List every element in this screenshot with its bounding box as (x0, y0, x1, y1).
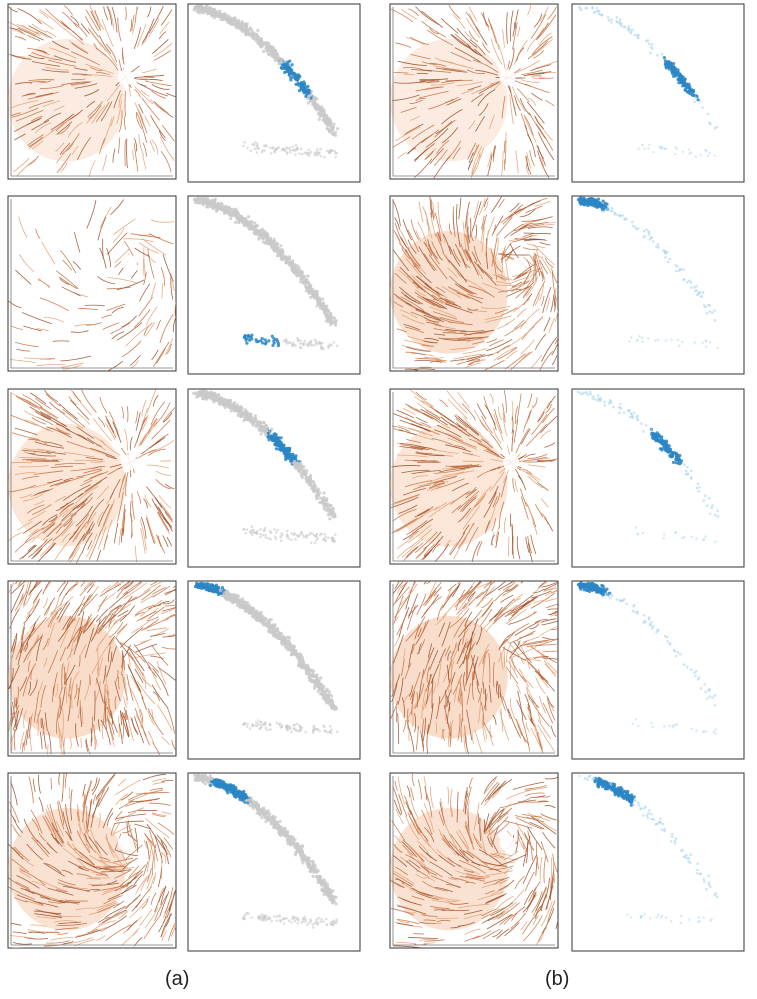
scatter-panel-c1-r2 (187, 195, 361, 375)
streamline-panel-c2-r4 (389, 580, 559, 757)
scatter-panel-c1-r5 (187, 772, 361, 952)
streamline-panel-c1-r5 (7, 772, 177, 949)
streamline-panel-c2-r3 (389, 388, 559, 565)
streamline-panel-c1-r2 (7, 195, 177, 372)
caption-a: (a) (165, 968, 190, 990)
streamline-panel-c1-r4 (7, 580, 177, 757)
streamline-panel-c2-r2 (389, 195, 559, 372)
scatter-panel-c2-r4 (571, 580, 745, 760)
streamline-panel-c1-r3 (7, 388, 177, 565)
streamline-panel-c1-r1 (7, 3, 177, 180)
scatter-panel-c2-r5 (571, 772, 745, 952)
scatter-panel-c1-r3 (187, 388, 361, 568)
caption-b: (b) (545, 968, 570, 990)
streamline-panel-c2-r1 (389, 3, 559, 180)
scatter-panel-c2-r3 (571, 388, 745, 568)
scatter-panel-c2-r1 (571, 3, 745, 183)
streamline-panel-c2-r5 (389, 772, 559, 949)
scatter-panel-c1-r1 (187, 3, 361, 183)
scatter-panel-c2-r2 (571, 195, 745, 375)
scatter-panel-c1-r4 (187, 580, 361, 760)
